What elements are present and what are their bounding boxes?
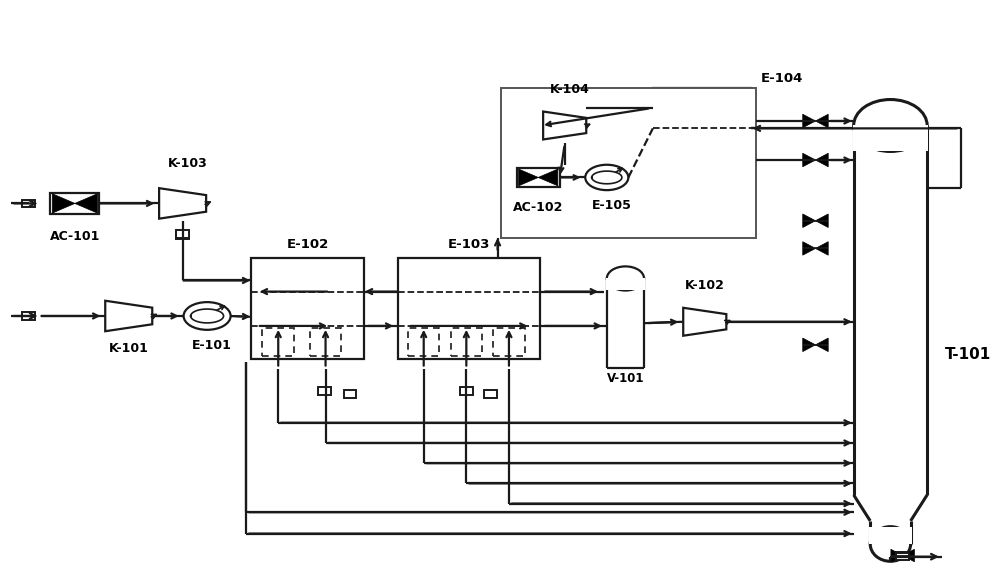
Polygon shape	[75, 194, 97, 213]
Polygon shape	[903, 549, 914, 562]
Bar	[344, 390, 356, 398]
Bar	[251, 258, 364, 359]
Bar	[22, 200, 35, 207]
Polygon shape	[803, 242, 815, 255]
Polygon shape	[803, 153, 815, 167]
Polygon shape	[52, 194, 75, 213]
Bar	[869, 527, 912, 544]
Polygon shape	[815, 153, 828, 167]
Circle shape	[184, 302, 231, 330]
Polygon shape	[815, 338, 828, 351]
Bar	[50, 193, 99, 214]
Text: E-102: E-102	[286, 238, 329, 252]
Bar	[896, 552, 909, 559]
Bar	[310, 328, 341, 356]
Text: E-103: E-103	[448, 238, 490, 252]
Bar	[22, 312, 35, 320]
Polygon shape	[803, 114, 815, 128]
Bar	[517, 168, 560, 187]
Text: K-104: K-104	[550, 82, 590, 96]
Polygon shape	[105, 301, 152, 331]
Bar	[318, 387, 331, 395]
Text: K-103: K-103	[168, 157, 207, 170]
Bar	[606, 278, 645, 290]
Bar	[451, 328, 482, 356]
Bar	[460, 387, 473, 395]
Text: K-102: K-102	[685, 279, 725, 292]
Text: E-101: E-101	[192, 339, 232, 353]
Ellipse shape	[607, 266, 644, 291]
Polygon shape	[815, 242, 828, 255]
Text: T-101: T-101	[945, 347, 991, 361]
Bar	[853, 125, 928, 151]
Text: AC-101: AC-101	[50, 230, 100, 243]
Text: K-101: K-101	[109, 342, 149, 355]
Bar	[262, 328, 294, 356]
Polygon shape	[891, 549, 903, 562]
Bar	[493, 328, 525, 356]
Ellipse shape	[854, 100, 927, 151]
Polygon shape	[519, 169, 538, 186]
Text: E-105: E-105	[592, 199, 632, 212]
Polygon shape	[543, 111, 586, 139]
Polygon shape	[815, 114, 828, 128]
Text: AC-102: AC-102	[513, 201, 563, 214]
Bar	[896, 553, 909, 560]
Polygon shape	[803, 338, 815, 351]
Bar	[484, 390, 497, 398]
Text: V-101: V-101	[607, 372, 644, 385]
Bar	[176, 231, 189, 239]
Bar	[176, 230, 189, 238]
Text: E-104: E-104	[761, 72, 803, 85]
Ellipse shape	[870, 527, 911, 561]
Bar	[408, 328, 439, 356]
Polygon shape	[538, 169, 558, 186]
Bar	[501, 88, 756, 238]
Polygon shape	[803, 214, 815, 227]
Bar	[653, 88, 751, 169]
Circle shape	[585, 165, 628, 190]
Polygon shape	[683, 308, 726, 336]
Polygon shape	[815, 214, 828, 227]
Polygon shape	[159, 188, 206, 219]
Bar	[398, 258, 540, 359]
